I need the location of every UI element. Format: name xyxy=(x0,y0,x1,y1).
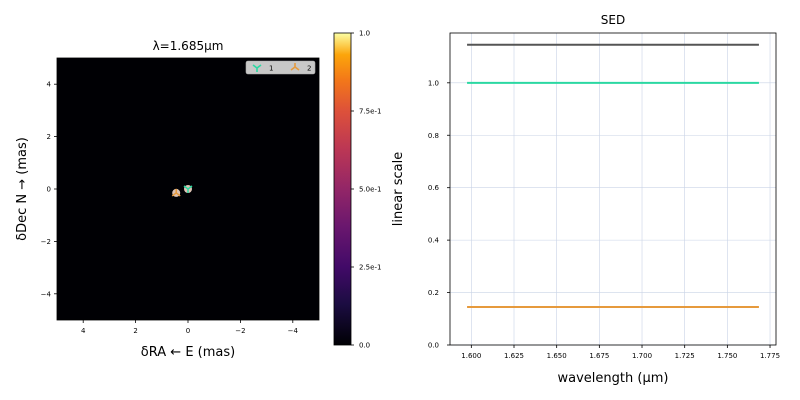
colorbar-tick-label: 2.5e-1 xyxy=(359,264,381,272)
sed-y-tick-label: 0.0 xyxy=(428,342,439,350)
image-source-glyph xyxy=(171,188,181,197)
image-source-marker xyxy=(171,188,181,197)
image-y-tick-label: 4 xyxy=(47,81,52,89)
sed-y-tick-label: 0.2 xyxy=(428,289,439,297)
legend-box xyxy=(245,60,316,75)
image-title: λ=1.685μm xyxy=(153,39,224,53)
image-y-tick-label: −2 xyxy=(41,238,51,246)
sed-title: SED xyxy=(601,13,625,27)
image-y-tick-label: −4 xyxy=(41,290,52,298)
sed-x-tick-label: 1.775 xyxy=(760,352,780,360)
colorbar-gradient xyxy=(333,32,352,346)
image-x-tick-label: 0 xyxy=(186,327,190,335)
sed-lines xyxy=(467,43,759,308)
image-y-tick-label: 0 xyxy=(47,186,51,194)
image-x-tick-label: −2 xyxy=(235,327,245,335)
sed-panel: SED 1.600 1.625 1.650 1.675 1.700 1.725 1.750 1… xyxy=(428,13,780,386)
sed-x-tick-label: 1.750 xyxy=(717,352,737,360)
colorbar: 0.0 2.5e-1 5.0e-1 7.5e-1 1.0 linear scale xyxy=(333,30,406,350)
colorbar-tick-label: 0.0 xyxy=(359,342,370,350)
sed-x-tick-label: 1.600 xyxy=(461,352,481,360)
sed-x-tick-label: 1.650 xyxy=(547,352,567,360)
image-x-label: δRA ← E (mas) xyxy=(141,345,235,360)
sed-x-tick-label: 1.675 xyxy=(589,352,609,360)
sed-x-tick-label: 1.625 xyxy=(504,352,524,360)
sed-y-tick-label: 0.4 xyxy=(428,237,440,245)
legend-marker-2 xyxy=(290,63,300,71)
sed-y-tick-label: 0.6 xyxy=(428,184,440,192)
legend-label-1: 1 xyxy=(269,65,273,73)
sed-grid xyxy=(450,33,776,346)
colorbar-tick-label: 7.5e-1 xyxy=(359,108,381,116)
image-x-ticks: 4 2 0 −2 −4 xyxy=(81,320,299,335)
image-x-tick-label: 2 xyxy=(133,327,137,335)
image-x-tick-label: 4 xyxy=(81,327,86,335)
legend-label-2: 2 xyxy=(307,65,311,73)
sed-y-tick-label: 0.8 xyxy=(428,132,439,140)
image-y-tick-label: 2 xyxy=(47,133,51,141)
sed-y-ticks: 0.0 0.2 0.4 0.6 0.8 1.0 xyxy=(428,79,450,350)
image-source-marker xyxy=(183,185,193,193)
sed-x-ticks: 1.600 1.625 1.650 1.675 1.700 1.725 1.750 1.775 xyxy=(461,345,780,360)
colorbar-tick-label: 5.0e-1 xyxy=(359,186,381,194)
sed-x-tick-label: 1.700 xyxy=(632,352,652,360)
image-legend: 1 2 xyxy=(245,60,316,75)
colorbar-tick-label: 1.0 xyxy=(359,30,370,38)
image-y-label: δDec N → (mas) xyxy=(15,137,30,241)
sed-x-label: wavelength (μm) xyxy=(558,371,669,386)
image-panel: λ=1.685μm 4 2 0 −2 −4 4 2 0 −2 −4 1 2 δRA ← E (m… xyxy=(15,39,320,360)
sed-x-tick-label: 1.725 xyxy=(675,352,695,360)
colorbar-ticks: 0.0 2.5e-1 5.0e-1 7.5e-1 1.0 xyxy=(351,30,381,350)
colorbar-label: linear scale xyxy=(391,152,406,226)
legend-marker-1 xyxy=(252,64,262,72)
sed-plot-area xyxy=(449,32,777,346)
image-x-tick-label: −4 xyxy=(288,327,299,335)
image-sources xyxy=(171,185,193,197)
image-source-glyph xyxy=(183,185,193,193)
sed-y-tick-label: 1.0 xyxy=(428,79,439,87)
image-y-ticks: 4 2 0 −2 −4 xyxy=(41,81,57,298)
